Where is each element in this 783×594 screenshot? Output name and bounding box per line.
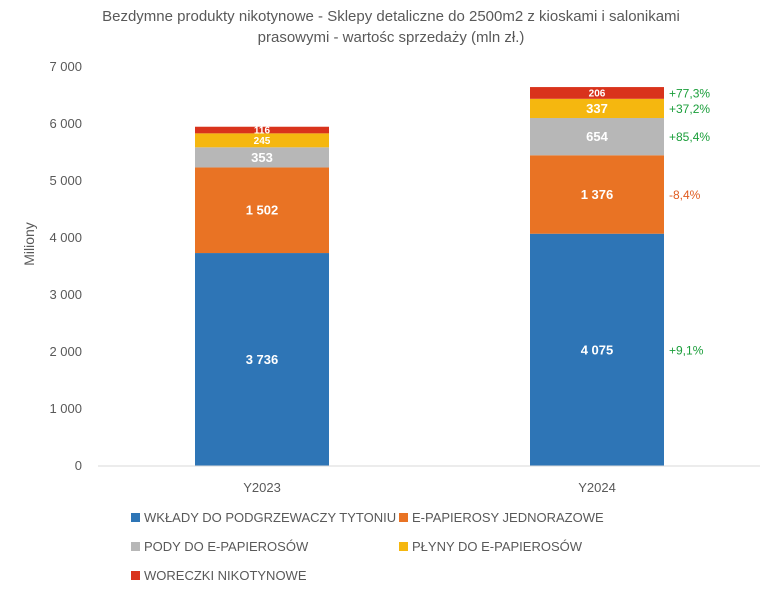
bar-segment: [530, 155, 664, 234]
y-tick-label: 7 000: [49, 59, 82, 74]
legend-swatch: [399, 542, 408, 551]
legend-label: WORECZKI NIKOTYNOWE: [144, 568, 307, 583]
change-label: +37,2%: [669, 102, 710, 116]
change-label: -8,4%: [669, 188, 701, 202]
change-labels: +9,1% -8,4% +85,4% +37,2% +77,3%: [669, 86, 710, 357]
y-tick-label: 0: [75, 458, 82, 473]
chart-title-line-1: Bezdymne produkty nikotynowe - Sklepy de…: [102, 8, 680, 25]
y-tick-label: 4 000: [49, 230, 82, 245]
y-tick-label: 5 000: [49, 173, 82, 188]
bar-segment: [530, 98, 664, 119]
y-tick-label: 6 000: [49, 116, 82, 131]
change-label: +77,3%: [669, 86, 710, 100]
data-label: 1 376: [581, 187, 614, 202]
data-label: 353: [251, 150, 273, 165]
y-tick-label: 1 000: [49, 401, 82, 416]
data-label: 337: [586, 101, 608, 116]
chart-title-line-2: prasowymi - wartośc sprzedaży (mln zł.): [258, 29, 525, 46]
bar-segment: [530, 87, 664, 99]
bar-segment: [195, 126, 329, 134]
legend: WKŁADY DO PODGRZEWACZY TYTONIU E-PAPIEROS…: [131, 510, 604, 583]
bar-segment: [195, 133, 329, 148]
data-label: 206: [589, 88, 606, 99]
bar-segment: [195, 147, 329, 168]
data-label: 245: [254, 136, 271, 147]
y-tick-label: 3 000: [49, 287, 82, 302]
legend-label: PŁYNY DO E-PAPIEROSÓW: [412, 539, 583, 554]
y-axis-ticks: 0 1 000 2 000 3 000 4 000 5 000 6 000 7 000: [49, 59, 82, 473]
bar-segment: [195, 253, 329, 466]
legend-label: WKŁADY DO PODGRZEWACZY TYTONIU: [144, 510, 396, 525]
data-label: 1 502: [246, 203, 279, 218]
data-label: 116: [254, 126, 271, 137]
legend-swatch: [131, 571, 140, 580]
change-label: +85,4%: [669, 130, 710, 144]
data-label: 4 075: [581, 342, 614, 357]
y-tick-label: 2 000: [49, 344, 82, 359]
x-tick-label: Y2024: [578, 480, 616, 495]
data-label: 3 736: [246, 352, 279, 367]
legend-swatch: [399, 513, 408, 522]
bar-segment: [530, 118, 664, 156]
x-tick-label: Y2023: [243, 480, 281, 495]
legend-swatch: [131, 542, 140, 551]
x-axis-ticks: Y2023 Y2024: [243, 480, 616, 495]
change-label: +9,1%: [669, 343, 704, 357]
bar-segment: [195, 167, 329, 254]
legend-swatch: [131, 513, 140, 522]
legend-label: PODY DO E-PAPIEROSÓW: [144, 539, 309, 554]
bar-segment: [530, 233, 664, 466]
y-axis-label: Miliony: [21, 222, 37, 266]
legend-label: E-PAPIEROSY JEDNORAZOWE: [412, 510, 604, 525]
data-label: 654: [586, 129, 608, 144]
